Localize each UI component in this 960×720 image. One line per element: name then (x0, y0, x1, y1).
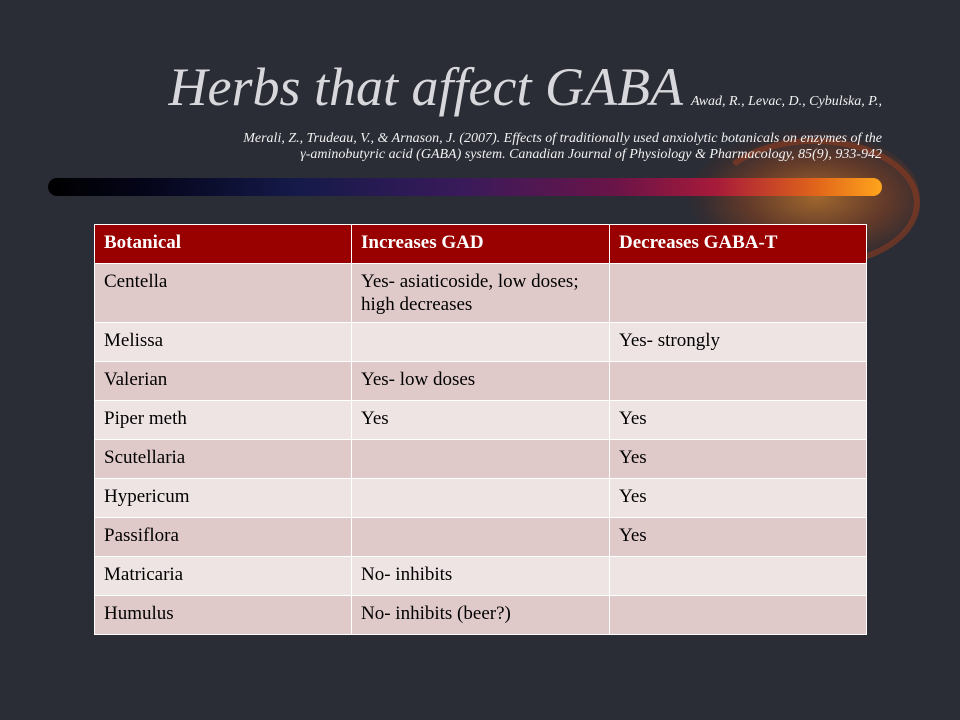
gradient-divider-bar (48, 178, 882, 196)
cell-botanical: Passiflora (94, 517, 352, 557)
cell-decreases-gaba-t: Yes (609, 478, 867, 518)
header-decreases-gaba-t: Decreases GABA-T (609, 224, 867, 264)
cell-increases-gad: No- inhibits (351, 556, 610, 596)
slide-title-block: Herbs that affect GABA Awad, R., Levac, … (60, 56, 882, 165)
table-row: Scutellaria Yes (94, 439, 867, 479)
table-row: Matricaria No- inhibits (94, 556, 867, 596)
cell-botanical: Valerian (94, 361, 352, 401)
cell-decreases-gaba-t: Yes (609, 439, 867, 479)
cell-botanical: Centella (94, 263, 352, 323)
cell-botanical: Melissa (94, 322, 352, 362)
table-row: Melissa Yes- strongly (94, 322, 867, 362)
citation-part-1: Awad, R., Levac, D., Cybulska, P., (690, 94, 882, 109)
table-row: Hypericum Yes (94, 478, 867, 518)
cell-increases-gad (351, 517, 610, 557)
cell-increases-gad (351, 322, 610, 362)
citation-part-3: γ-aminobutyric acid (GABA) system. Canad… (300, 147, 882, 162)
cell-increases-gad: Yes- low doses (351, 361, 610, 401)
citation-part-2: Merali, Z., Trudeau, V., & Arnason, J. (… (243, 131, 882, 146)
cell-decreases-gaba-t (609, 263, 867, 323)
table-row: Valerian Yes- low doses (94, 361, 867, 401)
cell-decreases-gaba-t (609, 556, 867, 596)
cell-botanical: Humulus (94, 595, 352, 635)
table-row: Passiflora Yes (94, 517, 867, 557)
cell-increases-gad (351, 478, 610, 518)
table-header-row: Botanical Increases GAD Decreases GABA-T (94, 224, 867, 264)
table-row: Humulus No- inhibits (beer?) (94, 595, 867, 635)
cell-botanical: Scutellaria (94, 439, 352, 479)
header-increases-gad: Increases GAD (351, 224, 610, 264)
table-row: Centella Yes- asiaticoside, low doses; h… (94, 263, 867, 323)
cell-decreases-gaba-t: Yes (609, 517, 867, 557)
cell-botanical: Matricaria (94, 556, 352, 596)
header-botanical: Botanical (94, 224, 352, 264)
slide-title: Herbs that affect GABA (168, 57, 683, 117)
cell-increases-gad: Yes- asiaticoside, low doses; high decre… (351, 263, 610, 323)
herbs-table: Botanical Increases GAD Decreases GABA-T… (94, 224, 867, 635)
cell-increases-gad: Yes (351, 400, 610, 440)
cell-botanical: Piper meth (94, 400, 352, 440)
cell-decreases-gaba-t (609, 595, 867, 635)
cell-increases-gad: No- inhibits (beer?) (351, 595, 610, 635)
cell-decreases-gaba-t: Yes (609, 400, 867, 440)
cell-increases-gad (351, 439, 610, 479)
cell-botanical: Hypericum (94, 478, 352, 518)
table-row: Piper meth Yes Yes (94, 400, 867, 440)
cell-decreases-gaba-t (609, 361, 867, 401)
cell-decreases-gaba-t: Yes- strongly (609, 322, 867, 362)
